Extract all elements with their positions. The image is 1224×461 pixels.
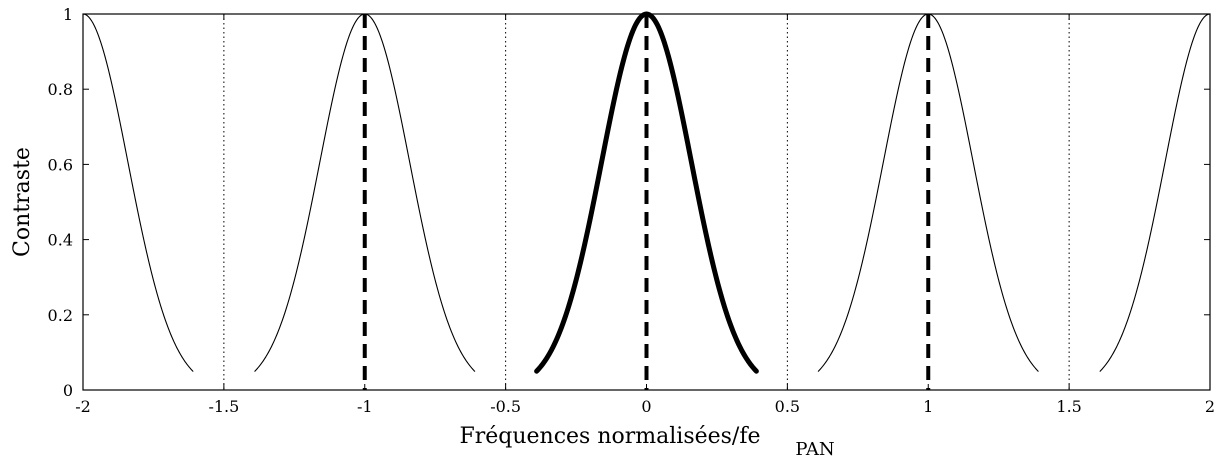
x-tick-label: -2 [75, 397, 91, 416]
y-axis-ticks: 0 0.2 0.4 0.6 0.8 1 [48, 5, 1210, 400]
thin-curve [82, 13, 194, 372]
y-tick-label: 0.6 [48, 155, 73, 174]
x-axis-label-subscript: PAN [795, 439, 834, 460]
x-tick-label: 2 [1205, 397, 1215, 416]
x-tick-label: 1.5 [1056, 397, 1081, 416]
y-tick-label: 0 [63, 381, 73, 400]
plot-area [82, 11, 1211, 390]
y-tick-label: 0.8 [48, 80, 73, 99]
x-tick-label: 0.5 [775, 397, 800, 416]
x-axis-label: Fréquences normalisées/fe [459, 424, 760, 449]
y-tick-label: 0.2 [48, 306, 73, 325]
y-tick-label: 1 [63, 5, 73, 24]
x-tick-label: 0 [641, 397, 651, 416]
x-tick-label: 1 [923, 397, 933, 416]
x-tick-label: -1.5 [208, 397, 239, 416]
x-axis-ticks: -2 -1.5 -1 -0.5 0 0.5 1 1.5 2 [75, 14, 1215, 416]
thin-curve [1099, 13, 1211, 372]
x-tick-label: -0.5 [490, 397, 521, 416]
y-axis-label: Contraste [10, 147, 35, 257]
y-tick-label: 0.4 [48, 231, 73, 250]
x-tick-label: -1 [357, 397, 373, 416]
